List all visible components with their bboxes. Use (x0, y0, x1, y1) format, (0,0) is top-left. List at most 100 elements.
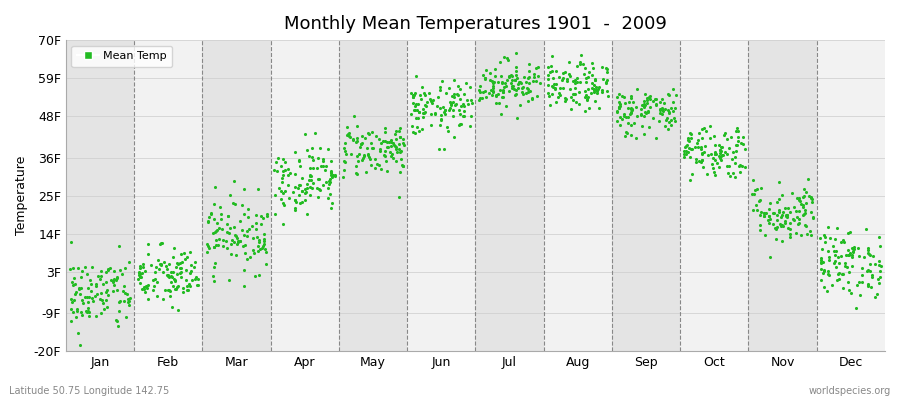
Point (816, 284, 831, 291)
Point (829, 264, 843, 270)
Point (846, 244, 860, 250)
Point (859, 226, 873, 232)
Point (683, 131, 698, 138)
Point (322, 176, 337, 182)
Point (248, 273, 262, 279)
Point (837, 238, 851, 245)
Point (817, 268, 832, 275)
Point (804, 195, 818, 202)
Point (505, 76, 519, 83)
Point (814, 260, 829, 266)
Point (257, 241, 272, 247)
Point (841, 230, 855, 236)
Point (508, 77, 522, 83)
Point (486, 79, 500, 86)
Point (770, 212, 784, 218)
Point (207, 244, 221, 251)
Point (380, 139, 394, 146)
Point (653, 110, 668, 116)
Point (734, 162, 749, 169)
Point (446, 93, 460, 99)
Point (207, 278, 221, 284)
Point (774, 238, 788, 245)
Point (750, 207, 764, 213)
Point (227, 224, 241, 230)
Point (865, 274, 879, 280)
Point (664, 117, 679, 123)
Point (140, 282, 155, 288)
Point (656, 108, 670, 114)
Point (661, 126, 675, 132)
Point (278, 167, 293, 173)
Point (634, 112, 648, 118)
Point (133, 271, 148, 277)
Point (189, 274, 203, 280)
Point (132, 268, 147, 275)
Point (490, 93, 504, 100)
Point (443, 105, 457, 111)
Point (780, 212, 795, 218)
Point (274, 175, 289, 181)
Point (420, 98, 435, 105)
Point (325, 200, 339, 206)
Point (521, 98, 535, 104)
Point (174, 265, 188, 272)
Point (368, 133, 382, 139)
Point (268, 211, 283, 218)
Point (847, 246, 861, 253)
Point (792, 197, 806, 204)
Point (630, 113, 644, 119)
Point (495, 80, 509, 86)
Point (158, 286, 172, 293)
Point (205, 230, 220, 236)
Point (563, 86, 578, 92)
Point (237, 185, 251, 192)
Point (584, 90, 598, 97)
Point (154, 262, 168, 268)
Point (645, 98, 660, 104)
Point (667, 114, 681, 121)
Point (558, 97, 572, 104)
Point (180, 282, 194, 289)
Point (152, 241, 166, 248)
Point (541, 90, 555, 96)
Point (418, 102, 432, 108)
Point (76, 296, 90, 303)
Point (508, 64, 523, 71)
Point (652, 117, 666, 124)
Point (180, 286, 194, 293)
Point (69, 308, 84, 314)
Point (846, 247, 860, 254)
Point (725, 149, 740, 155)
Point (232, 238, 247, 244)
Point (801, 176, 815, 182)
Point (732, 128, 746, 135)
Point (453, 96, 467, 102)
Point (733, 162, 747, 168)
Point (384, 153, 399, 159)
Point (522, 68, 536, 75)
Point (842, 252, 856, 258)
Point (170, 271, 184, 278)
Point (585, 72, 599, 79)
Point (233, 238, 248, 245)
Point (109, 277, 123, 283)
Point (73, 341, 87, 348)
Point (472, 97, 487, 104)
Point (236, 243, 250, 250)
Point (691, 158, 706, 164)
Point (287, 204, 302, 211)
Point (872, 262, 886, 268)
Point (565, 78, 580, 84)
Point (67, 297, 81, 304)
Point (727, 160, 742, 166)
Point (805, 198, 819, 205)
Point (418, 92, 433, 99)
Point (815, 270, 830, 276)
Point (624, 106, 638, 112)
Point (85, 264, 99, 271)
Point (69, 306, 84, 312)
Point (616, 111, 631, 117)
Point (609, 118, 624, 124)
Point (253, 246, 267, 252)
